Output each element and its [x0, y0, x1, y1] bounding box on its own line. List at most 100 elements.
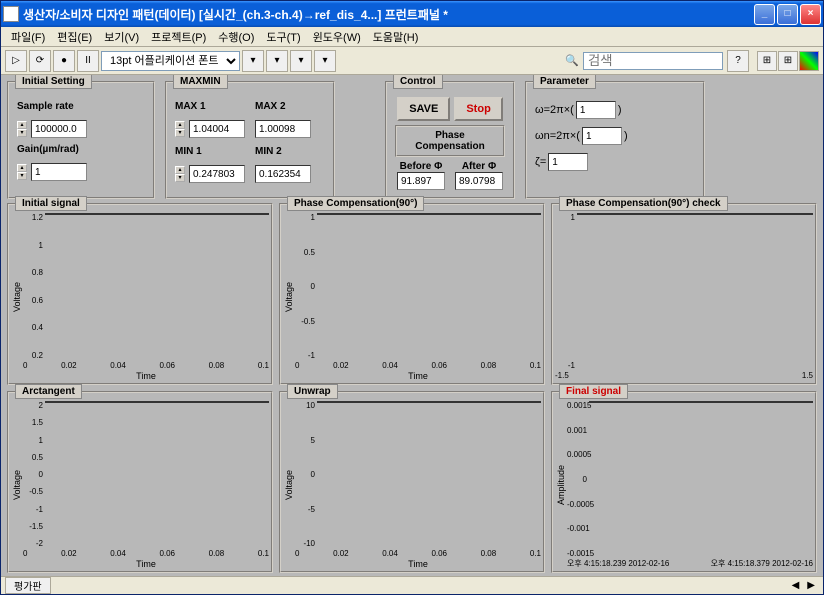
minimize-button[interactable]: _: [754, 4, 775, 25]
w2-label: ωn=2π×(: [535, 130, 580, 142]
search-icon: 🔍: [565, 54, 579, 67]
zeta-label: ζ=: [535, 156, 546, 168]
menu-window[interactable]: 윈도우(W): [307, 27, 367, 47]
min1-spinner[interactable]: ▴▾: [175, 166, 185, 182]
chart-c1-ylabel: Voltage: [11, 213, 23, 381]
align-icon[interactable]: ▾: [242, 50, 264, 72]
front-panel: Initial Setting Sample rate ▴▾ Gain(µm/r…: [1, 75, 823, 576]
gain-label: Gain(µm/rad): [17, 144, 145, 155]
min2-input[interactable]: [255, 165, 311, 183]
menu-view[interactable]: 보기(V): [98, 27, 145, 47]
color-icon[interactable]: [799, 51, 819, 71]
min1-label: MIN 1: [175, 146, 245, 157]
chart-c6-yaxis: 0.00150.0010.00050-0.0005-0.001-0.0015: [567, 401, 587, 558]
gain-input[interactable]: [31, 163, 87, 181]
toolbar: ▷ ⟳ ● II 13pt 어플리케이션 폰트 ▾ ▾ ▾ ▾ 🔍 ? ⊞ ⊞: [1, 47, 823, 75]
chart-c5-plot[interactable]: [317, 401, 541, 403]
min1-input[interactable]: [189, 165, 245, 183]
phase-comp-label: Phase Compensation: [395, 125, 505, 157]
menubar: 파일(F) 편집(E) 보기(V) 프로젝트(P) 수행(O) 도구(T) 윈도…: [1, 27, 823, 47]
chart-c4: Arctangent Voltage 21.510.50-0.5-1-1.5-2…: [7, 391, 273, 573]
chart-c5-yaxis: 1050-5-10: [295, 401, 315, 548]
menu-edit[interactable]: 편집(E): [51, 27, 98, 47]
chart-c3-title: Phase Compensation(90°) check: [559, 196, 728, 211]
chart-c2-plot[interactable]: [317, 213, 541, 215]
window-title: 생산자/소비자 디자인 패턴(데이터) [실시간_(ch.3-ch.4)→ref…: [23, 6, 754, 23]
scroll-right-icon[interactable]: ▶: [803, 580, 819, 591]
menu-tools[interactable]: 도구(T): [260, 27, 306, 47]
chart-c1-title: Initial signal: [15, 196, 87, 211]
menu-help[interactable]: 도움말(H): [367, 27, 425, 47]
w1-label: ω=2π×(: [535, 104, 574, 116]
chart-c2-title: Phase Compensation(90°): [287, 196, 424, 211]
scroll-left-icon[interactable]: ◀: [788, 580, 804, 591]
abort-icon[interactable]: ●: [53, 50, 75, 72]
menu-run[interactable]: 수행(O): [212, 27, 260, 47]
pause-icon[interactable]: II: [77, 50, 99, 72]
zeta-input[interactable]: [548, 153, 588, 171]
max1-label: MAX 1: [175, 101, 245, 112]
initial-setting-panel: Initial Setting Sample rate ▴▾ Gain(µm/r…: [7, 81, 155, 199]
resize-icon[interactable]: ▾: [290, 50, 312, 72]
sample-rate-input[interactable]: [31, 120, 87, 138]
chart-c3: Phase Compensation(90°) check 1-1 -1.51.…: [551, 203, 817, 385]
menu-file[interactable]: 파일(F): [5, 27, 51, 47]
w1-input[interactable]: [576, 101, 616, 119]
chart-c6-title: Final signal: [559, 384, 628, 399]
max1-input[interactable]: [189, 120, 245, 138]
grid2-icon[interactable]: ⊞: [778, 51, 798, 71]
chart-c2: Phase Compensation(90°) Voltage 10.50-0.…: [279, 203, 545, 385]
chart-c4-yaxis: 21.510.50-0.5-1-1.5-2: [23, 401, 43, 548]
gain-spinner[interactable]: ▴▾: [17, 164, 27, 180]
reorder-icon[interactable]: ▾: [314, 50, 336, 72]
chart-c5: Unwrap Voltage 1050-5-10 00.020.040.060.…: [279, 391, 545, 573]
sample-rate-label: Sample rate: [17, 101, 145, 112]
chart-c1-yaxis: 1.210.80.60.40.2: [23, 213, 43, 360]
min2-label: MIN 2: [255, 146, 311, 157]
chart-c1: Initial signal Voltage 1.210.80.60.40.2 …: [7, 203, 273, 385]
close-button[interactable]: ×: [800, 4, 821, 25]
chart-c5-ylabel: Voltage: [283, 401, 295, 569]
chart-c3-yaxis: 1-1: [555, 213, 575, 370]
distribute-icon[interactable]: ▾: [266, 50, 288, 72]
maximize-button[interactable]: □: [777, 4, 798, 25]
initial-setting-title: Initial Setting: [15, 75, 92, 89]
statusbar: 평가판 ◀ ▶: [1, 576, 823, 594]
save-button[interactable]: SAVE: [397, 97, 450, 121]
before-label: Before Φ: [395, 161, 447, 172]
after-label: After Φ: [453, 161, 505, 172]
grid1-icon[interactable]: ⊞: [757, 51, 777, 71]
status-tab[interactable]: 평가판: [5, 577, 51, 594]
chart-c5-title: Unwrap: [287, 384, 338, 399]
chart-c6: Final signal Amplitude 0.00150.0010.0005…: [551, 391, 817, 573]
chart-c6-plot[interactable]: ▶ NATIONAL INSTRUMENTS: [589, 401, 813, 403]
max1-spinner[interactable]: ▴▾: [175, 121, 185, 137]
chart-c1-plot[interactable]: [45, 213, 269, 215]
maxmin-panel: MAXMIN MAX 1 ▴▾ MIN 1 ▴▾ MAX 2 MIN 2: [165, 81, 335, 199]
max2-input[interactable]: [255, 120, 311, 138]
titlebar: 생산자/소비자 디자인 패턴(데이터) [실시간_(ch.3-ch.4)→ref…: [1, 1, 823, 27]
app-icon: [3, 6, 19, 22]
control-title: Control: [393, 75, 443, 89]
search-input[interactable]: [583, 52, 723, 70]
before-input[interactable]: [397, 172, 445, 190]
w2-input[interactable]: [582, 127, 622, 145]
parameter-panel: Parameter ω=2π×() ωn=2π×() ζ=: [525, 81, 705, 199]
run-cont-icon[interactable]: ⟳: [29, 50, 51, 72]
help-icon[interactable]: ?: [727, 50, 749, 72]
chart-c2-yaxis: 10.50-0.5-1: [295, 213, 315, 360]
sample-rate-spinner[interactable]: ▴▾: [17, 121, 27, 137]
chart-c4-plot[interactable]: [45, 401, 269, 403]
chart-c4-title: Arctangent: [15, 384, 82, 399]
menu-project[interactable]: 프로젝트(P): [145, 27, 212, 47]
after-input[interactable]: [455, 172, 503, 190]
chart-c3-plot[interactable]: [577, 213, 813, 215]
run-icon[interactable]: ▷: [5, 50, 27, 72]
chart-c6-ylabel: Amplitude: [555, 401, 567, 569]
stop-button[interactable]: Stop: [454, 97, 502, 121]
chart-c2-ylabel: Voltage: [283, 213, 295, 381]
control-panel: Control SAVE Stop Phase Compensation Bef…: [385, 81, 515, 199]
chart-c4-ylabel: Voltage: [11, 401, 23, 569]
maxmin-title: MAXMIN: [173, 75, 228, 89]
font-select[interactable]: 13pt 어플리케이션 폰트: [101, 51, 240, 71]
